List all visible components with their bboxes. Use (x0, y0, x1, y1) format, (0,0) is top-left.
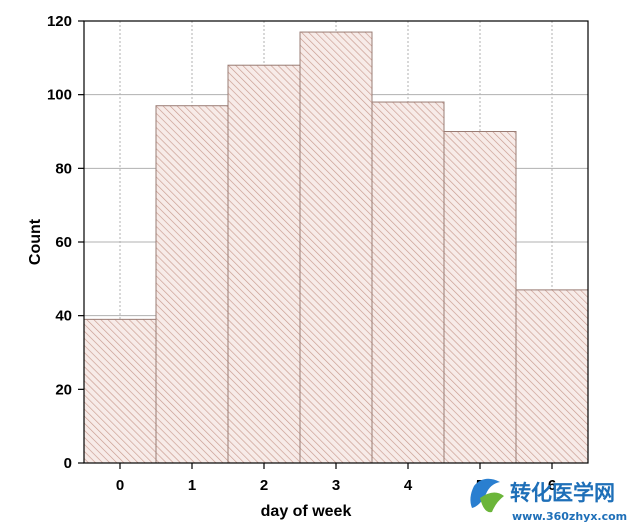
bar-2 (227, 64, 301, 464)
bar-1 (155, 105, 229, 464)
y-tick-label: 100 (47, 87, 72, 104)
bars (83, 31, 589, 464)
y-axis-ticks: 0 20 40 60 80 100 120 (47, 13, 84, 472)
y-tick-label: 80 (55, 160, 72, 177)
x-tick-label: 3 (332, 477, 340, 494)
x-tick-label: 4 (404, 477, 413, 494)
bar-6 (515, 289, 589, 464)
y-tick-label: 20 (55, 381, 72, 398)
x-axis-ticks: 0123456 (116, 463, 556, 494)
x-tick-label: 6 (548, 477, 556, 494)
watermark-logo-icon (470, 478, 504, 513)
y-tick-label: 0 (64, 455, 72, 472)
y-tick-label: 60 (55, 234, 72, 251)
x-tick-label: 0 (116, 477, 124, 494)
bar-0 (83, 318, 157, 464)
watermark-title: 转化医学网 (510, 481, 615, 505)
x-axis-label: day of week (261, 503, 352, 520)
x-tick-label: 2 (260, 477, 268, 494)
watermark-url: www.360zhyx.com (512, 510, 627, 523)
bar-4 (371, 101, 445, 464)
bar-3 (299, 31, 373, 464)
y-tick-label: 40 (55, 308, 72, 325)
y-tick-label: 120 (47, 13, 72, 30)
bar-5 (443, 131, 517, 464)
y-axis-label: Count (27, 218, 44, 265)
x-tick-label: 1 (188, 477, 196, 494)
watermark: 转化医学网 www.360zhyx.com (470, 478, 627, 523)
